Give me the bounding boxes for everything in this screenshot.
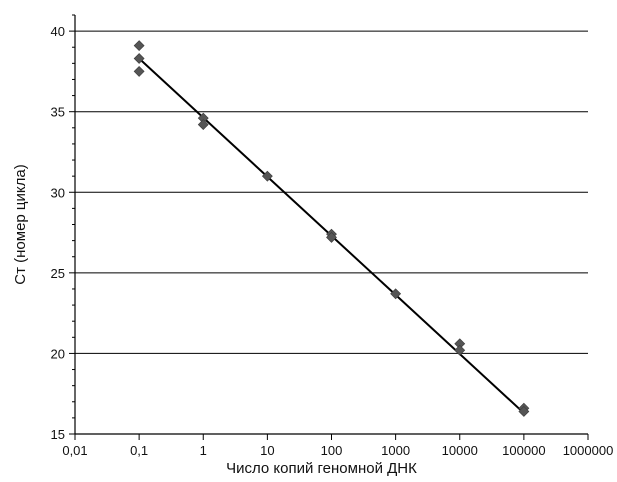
data-point — [133, 65, 145, 77]
y-axis-title: Ст (номер цикла) — [12, 164, 29, 284]
x-tick-label: 100 — [321, 443, 343, 458]
data-point — [454, 344, 466, 356]
x-tick-label: 0,01 — [62, 443, 87, 458]
data-point — [390, 288, 402, 300]
x-tick-label: 0,1 — [130, 443, 148, 458]
x-tick-label: 1 — [200, 443, 207, 458]
data-point — [197, 119, 209, 131]
data-point — [261, 170, 273, 182]
x-tick-label: 1000000 — [563, 443, 614, 458]
data-point — [326, 231, 337, 243]
x-tick-label: 100000 — [502, 443, 545, 458]
y-tick-label: 25 — [51, 266, 65, 281]
x-tick-label: 10000 — [442, 443, 478, 458]
data-point — [518, 406, 530, 417]
y-tick-label: 20 — [51, 346, 65, 361]
y-tick-label: 15 — [51, 427, 65, 442]
y-tick-label: 35 — [51, 105, 65, 120]
data-point — [133, 40, 145, 52]
y-tick-label: 30 — [51, 185, 65, 200]
x-tick-label: 10 — [260, 443, 274, 458]
x-axis-title: Число копий геномной ДНК — [226, 460, 417, 477]
y-tick-label: 40 — [51, 24, 65, 39]
data-point — [133, 53, 145, 64]
x-tick-label: 1000 — [381, 443, 410, 458]
